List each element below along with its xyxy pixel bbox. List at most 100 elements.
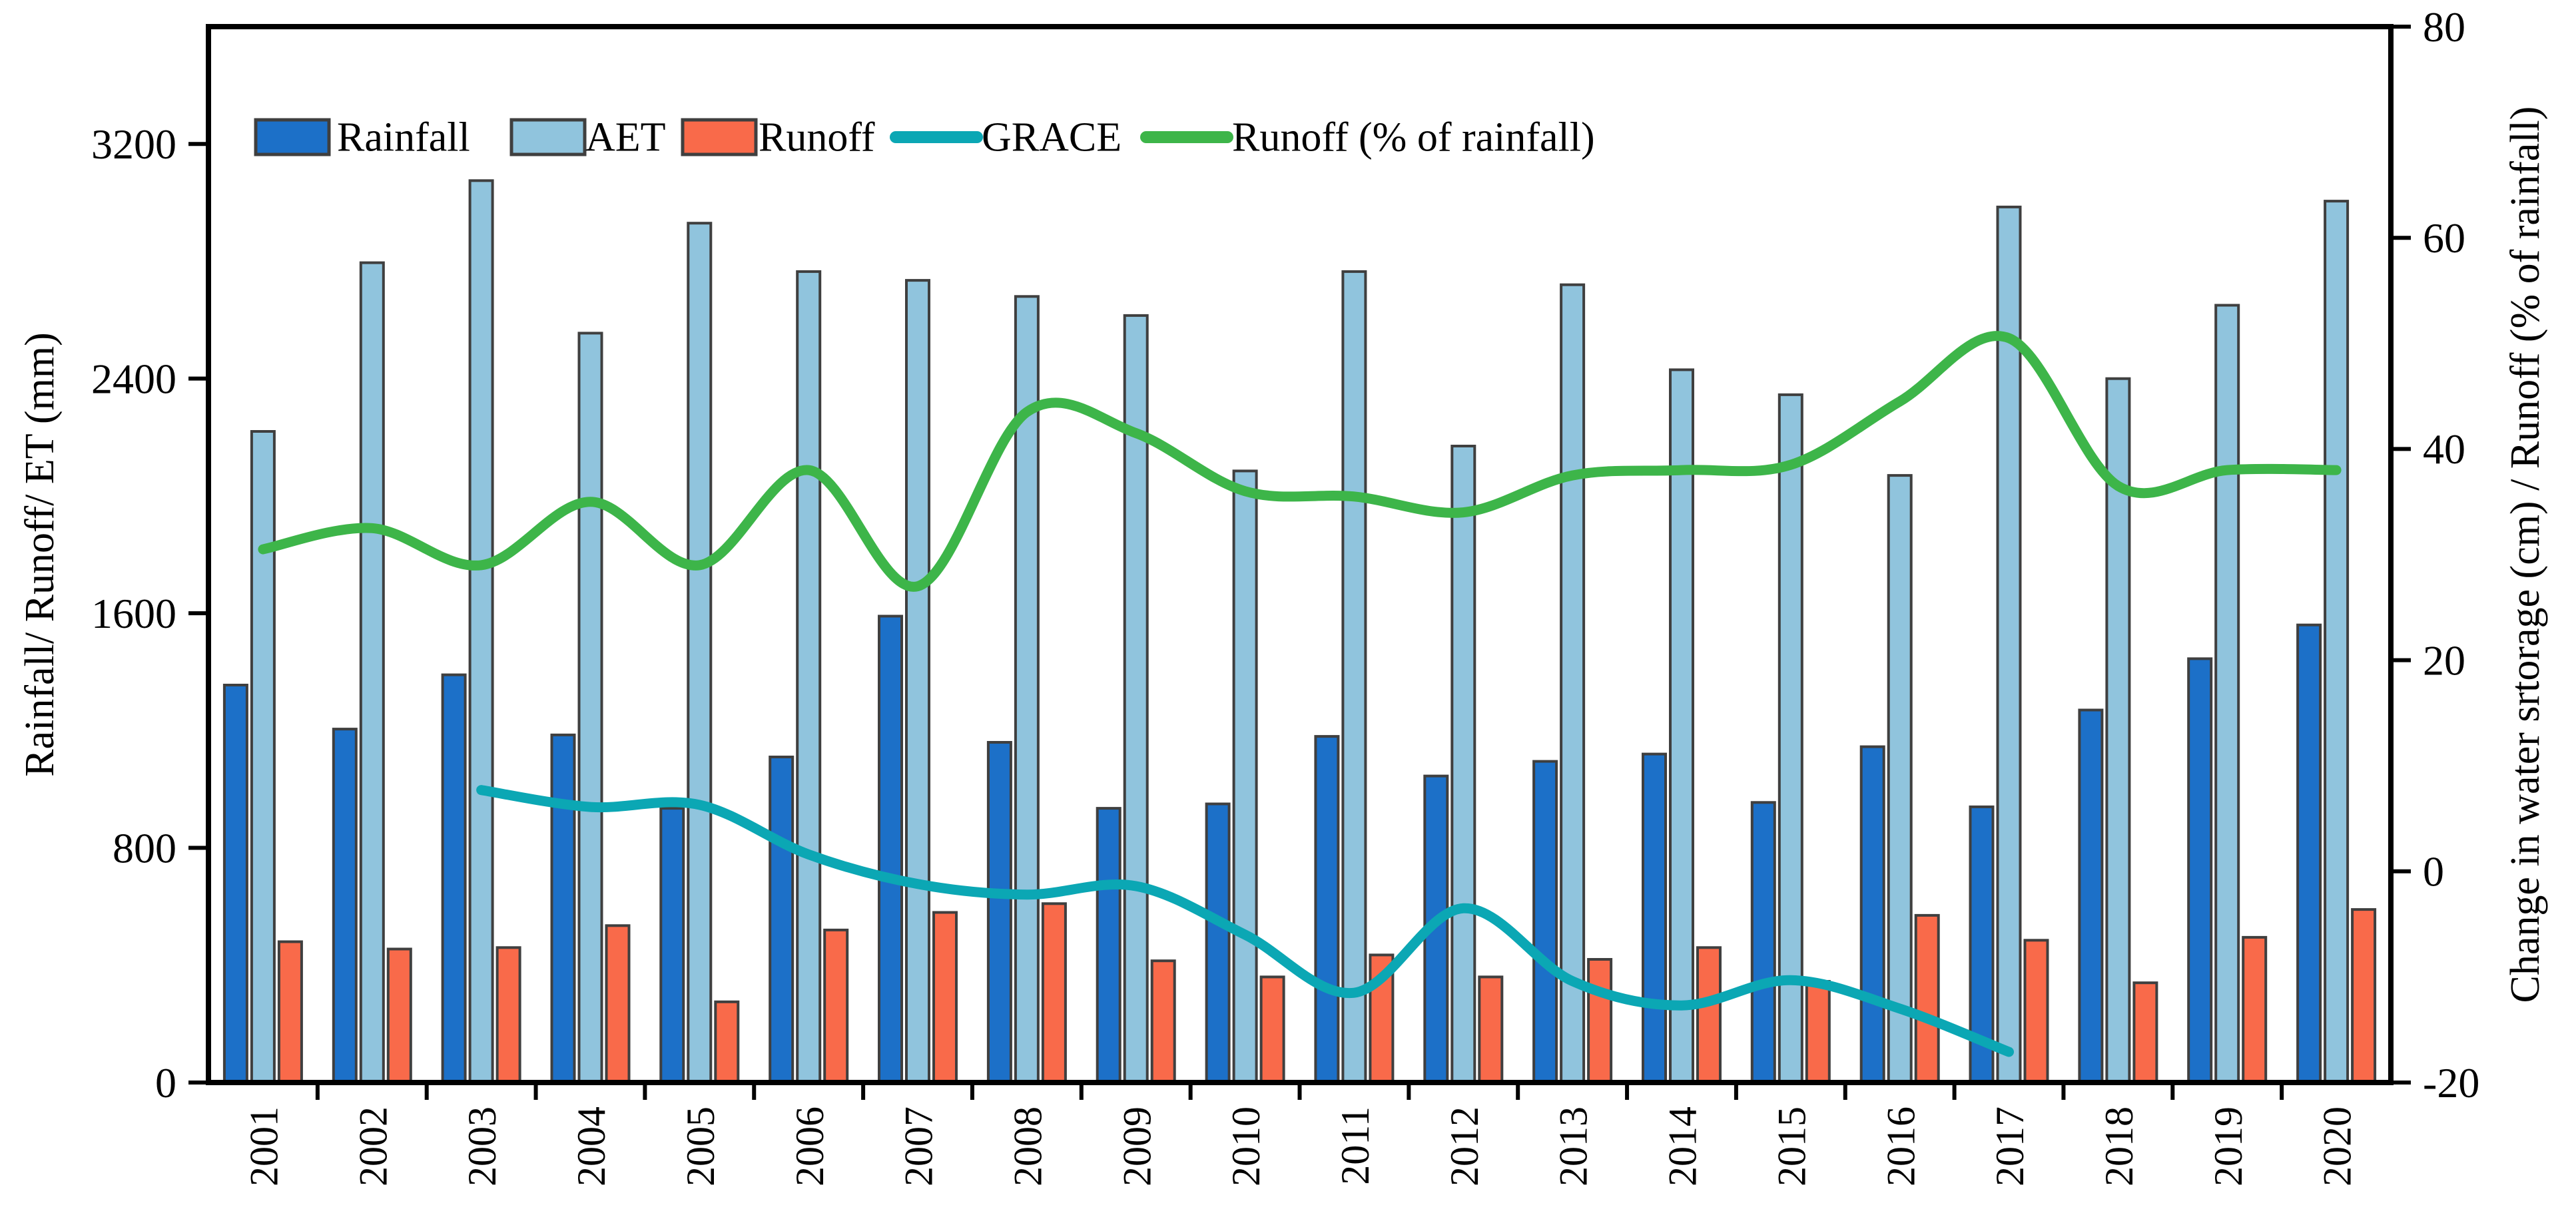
bar-aet-2004 bbox=[577, 332, 603, 1084]
x-axis-year-label: 2020 bbox=[2316, 1106, 2360, 1186]
bar-aet-2007 bbox=[905, 279, 930, 1085]
bar-rainfall-2006 bbox=[769, 756, 795, 1084]
line-grace bbox=[476, 785, 2014, 1057]
bar-runoff-2005 bbox=[714, 1000, 740, 1085]
x-axis-year-label: 2019 bbox=[2206, 1106, 2250, 1186]
bar-runoff-2019 bbox=[2242, 935, 2268, 1085]
left-axis-tick-label: 1600 bbox=[91, 590, 176, 637]
left-axis-tick-label: 0 bbox=[155, 1059, 176, 1106]
bar-runoff-2014 bbox=[1696, 946, 1722, 1085]
right-axis-tick-label: -20 bbox=[2423, 1059, 2479, 1106]
bar-runoff-2013 bbox=[1587, 958, 1613, 1084]
left-axis-tick-label: 3200 bbox=[91, 121, 176, 168]
bar-rainfall-2007 bbox=[878, 614, 903, 1084]
bar-rainfall-2005 bbox=[659, 807, 685, 1084]
x-axis-year-label: 2014 bbox=[1661, 1106, 1705, 1186]
bar-rainfall-2011 bbox=[1314, 735, 1340, 1084]
bars-rainfall bbox=[222, 614, 2322, 1085]
bar-runoff-2018 bbox=[2132, 981, 2158, 1084]
x-axis-year-label: 2005 bbox=[679, 1106, 723, 1186]
bar-rainfall-2013 bbox=[1532, 760, 1558, 1084]
bar-rainfall-2009 bbox=[1096, 807, 1122, 1084]
bar-rainfall-2002 bbox=[332, 728, 358, 1084]
legend-label: Rainfall bbox=[337, 115, 470, 160]
x-axis-year-label: 2009 bbox=[1115, 1106, 1159, 1186]
bar-aet-2009 bbox=[1123, 314, 1149, 1084]
bar-runoff-2001 bbox=[277, 940, 303, 1084]
legend-label: GRACE bbox=[982, 115, 1122, 160]
bar-runoff-2017 bbox=[2023, 939, 2049, 1085]
left-axis-title: Rainfall/ Runoff/ ET (mm) bbox=[17, 332, 63, 777]
x-axis-year-label: 2006 bbox=[788, 1106, 832, 1186]
bar-aet-2019 bbox=[2214, 304, 2240, 1084]
bar-aet-2016 bbox=[1887, 474, 1913, 1084]
right-axis-title: Change in water srtorage (cm) / Runoff (… bbox=[2503, 107, 2548, 1003]
x-axis-year-label: 2012 bbox=[1443, 1106, 1486, 1186]
bars-aet bbox=[250, 179, 2350, 1085]
bar-runoff-2020 bbox=[2351, 908, 2377, 1084]
x-axis-year-label: 2017 bbox=[1988, 1106, 2032, 1186]
right-axis-tick-label: 40 bbox=[2423, 425, 2465, 473]
x-axis-year-label: 2011 bbox=[1333, 1106, 1377, 1185]
right-axis-tick-label: 80 bbox=[2423, 3, 2465, 51]
bar-rainfall-2020 bbox=[2296, 623, 2322, 1084]
legend-label: Runoff bbox=[759, 115, 875, 160]
plot-border bbox=[206, 24, 2394, 1085]
bar-aet-2002 bbox=[359, 261, 385, 1085]
x-axis-year-label: 2013 bbox=[1552, 1106, 1596, 1186]
bar-runoff-2002 bbox=[386, 947, 412, 1084]
bar-rainfall-2001 bbox=[222, 684, 248, 1084]
bar-runoff-2012 bbox=[1478, 975, 1504, 1085]
bar-rainfall-2003 bbox=[441, 673, 467, 1084]
bar-runoff-2009 bbox=[1150, 959, 1176, 1084]
x-axis-year-label: 2001 bbox=[242, 1106, 286, 1186]
right-axis-tick-label: 60 bbox=[2423, 214, 2465, 262]
bar-runoff-2008 bbox=[1041, 902, 1067, 1085]
x-axis-year-label: 2007 bbox=[897, 1106, 941, 1186]
x-axis-year-label: 2003 bbox=[460, 1106, 504, 1186]
bar-runoff-2016 bbox=[1914, 913, 1940, 1085]
bar-aet-2012 bbox=[1450, 445, 1476, 1084]
left-axis-tick-label: 800 bbox=[113, 824, 176, 871]
bar-rainfall-2018 bbox=[2078, 708, 2104, 1084]
legend-swatch-aet bbox=[509, 118, 587, 156]
bar-aet-2013 bbox=[1560, 283, 1586, 1085]
axis-ticks bbox=[188, 25, 2411, 1100]
bar-runoff-2010 bbox=[1259, 975, 1285, 1085]
bar-rainfall-2015 bbox=[1750, 801, 1776, 1085]
x-axis-year-label: 2002 bbox=[351, 1106, 395, 1186]
legend-swatch-runoff bbox=[681, 118, 758, 156]
left-axis-tick-label: 2400 bbox=[91, 355, 176, 402]
bar-aet-2014 bbox=[1669, 368, 1694, 1084]
bar-aet-2005 bbox=[687, 222, 713, 1085]
bars-runoff bbox=[277, 902, 2377, 1085]
bar-rainfall-2016 bbox=[1859, 745, 1885, 1084]
bar-aet-2011 bbox=[1341, 270, 1367, 1084]
bar-aet-2010 bbox=[1232, 469, 1258, 1084]
bar-runoff-2015 bbox=[1805, 980, 1831, 1084]
bar-runoff-2007 bbox=[932, 911, 958, 1084]
legend: Rainfall AET Runoff GRACE Runoff (% of rainf… bbox=[254, 115, 1595, 160]
bar-rainfall-2019 bbox=[2187, 657, 2213, 1084]
x-axis-year-label: 2004 bbox=[569, 1106, 613, 1186]
legend-label: AET bbox=[585, 115, 666, 160]
bar-rainfall-2010 bbox=[1205, 802, 1231, 1084]
bar-aet-2001 bbox=[250, 430, 276, 1084]
bar-aet-2003 bbox=[468, 179, 494, 1084]
bar-aet-2006 bbox=[796, 270, 822, 1084]
bar-rainfall-2008 bbox=[986, 741, 1012, 1084]
bar-aet-2020 bbox=[2324, 200, 2350, 1085]
right-axis-tick-label: 20 bbox=[2423, 636, 2465, 684]
x-axis-year-label: 2010 bbox=[1224, 1106, 1268, 1186]
bar-runoff-2006 bbox=[823, 928, 849, 1085]
legend-swatch-rainfall bbox=[254, 118, 331, 156]
legend-label: Runoff (% of rainfall) bbox=[1232, 115, 1595, 160]
x-axis-year-label: 2016 bbox=[1879, 1106, 1923, 1186]
x-axis-year-label: 2008 bbox=[1006, 1106, 1050, 1186]
bar-rainfall-2004 bbox=[550, 733, 576, 1084]
bar-rainfall-2014 bbox=[1642, 752, 1667, 1084]
bar-runoff-2003 bbox=[495, 946, 521, 1085]
axis-labels: 0 800 1600 2400 3200 80 60 40 20 0 -20 2001 2002 2003… bbox=[91, 3, 2479, 1186]
